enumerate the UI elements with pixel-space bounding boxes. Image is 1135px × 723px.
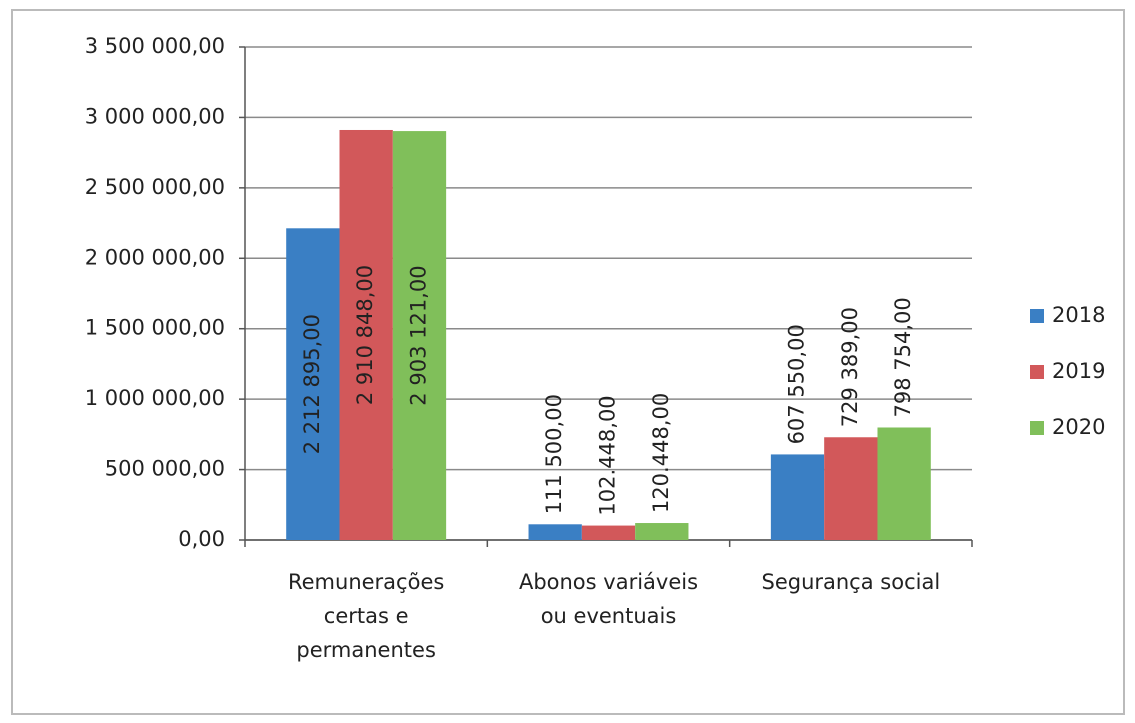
- x-tick-label: Segurança social: [761, 570, 941, 594]
- bar: [635, 523, 689, 540]
- legend-label: 2019: [1052, 359, 1105, 383]
- x-tick-label: Abonos variáveis ou eventuais: [518, 570, 699, 628]
- x-tick-label: Remunerações certas e permanentes: [287, 570, 445, 662]
- value-label: 102.448,00: [596, 395, 620, 515]
- y-tick-label: 3 500 000,00: [85, 34, 225, 58]
- legend-label: 2018: [1052, 303, 1105, 327]
- legend-swatch: [1030, 365, 1044, 379]
- value-label: 120.448,00: [649, 393, 673, 513]
- value-label: 111 500,00: [542, 394, 566, 514]
- value-label: 798 754,00: [891, 297, 915, 417]
- legend-swatch: [1030, 421, 1044, 435]
- value-label: 607 550,00: [785, 324, 809, 444]
- value-label: 2 212 895,00: [300, 314, 324, 454]
- value-label: 2 910 848,00: [353, 265, 377, 405]
- y-tick-label: 1 500 000,00: [85, 316, 225, 340]
- bar: [770, 454, 825, 540]
- y-tick-label: 3 000 000,00: [85, 104, 225, 128]
- value-label: 2 903 121,00: [406, 265, 430, 405]
- bar: [581, 525, 636, 540]
- y-tick-label: 2 500 000,00: [85, 175, 225, 199]
- y-tick-label: 2 000 000,00: [85, 245, 225, 269]
- legend-swatch: [1030, 309, 1044, 323]
- bar: [528, 524, 582, 540]
- value-label: 729 389,00: [838, 307, 862, 427]
- y-tick-label: 0,00: [178, 527, 225, 551]
- bar: [824, 437, 878, 540]
- y-tick-label: 1 000 000,00: [85, 386, 225, 410]
- bar: [286, 228, 340, 541]
- bar: [392, 131, 447, 540]
- y-tick-label: 500 000,00: [105, 457, 225, 481]
- chart-frame: [11, 9, 1125, 715]
- bar: [877, 427, 931, 540]
- legend-label: 2020: [1052, 415, 1105, 439]
- bar: [339, 129, 393, 540]
